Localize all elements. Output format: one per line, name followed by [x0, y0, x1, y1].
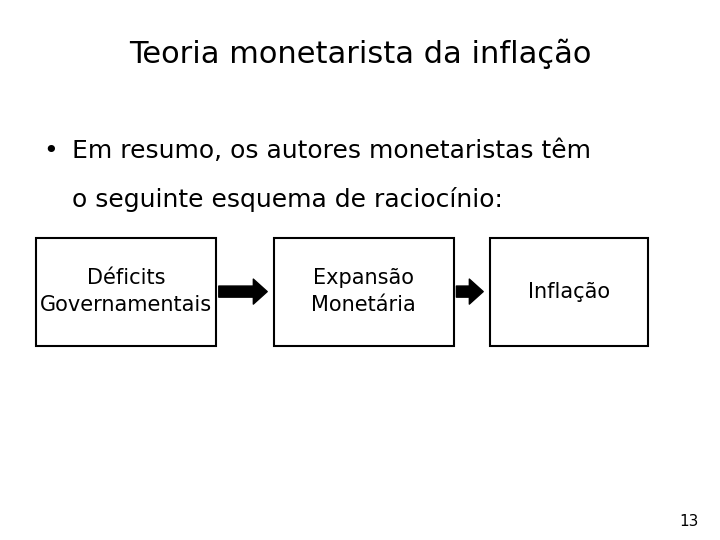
Text: Déficits
Governamentais: Déficits Governamentais	[40, 268, 212, 315]
FancyBboxPatch shape	[36, 238, 216, 346]
Text: Em resumo, os autores monetaristas têm: Em resumo, os autores monetaristas têm	[72, 139, 591, 163]
Text: Expansão
Monetária: Expansão Monetária	[311, 268, 416, 315]
Text: 13: 13	[679, 514, 698, 529]
Text: •: •	[43, 139, 58, 163]
FancyBboxPatch shape	[274, 238, 454, 346]
Text: o seguinte esquema de raciocínio:: o seguinte esquema de raciocínio:	[72, 187, 503, 212]
FancyBboxPatch shape	[490, 238, 648, 346]
Text: Teoria monetarista da inflação: Teoria monetarista da inflação	[129, 39, 591, 69]
Text: Inflação: Inflação	[528, 281, 610, 302]
